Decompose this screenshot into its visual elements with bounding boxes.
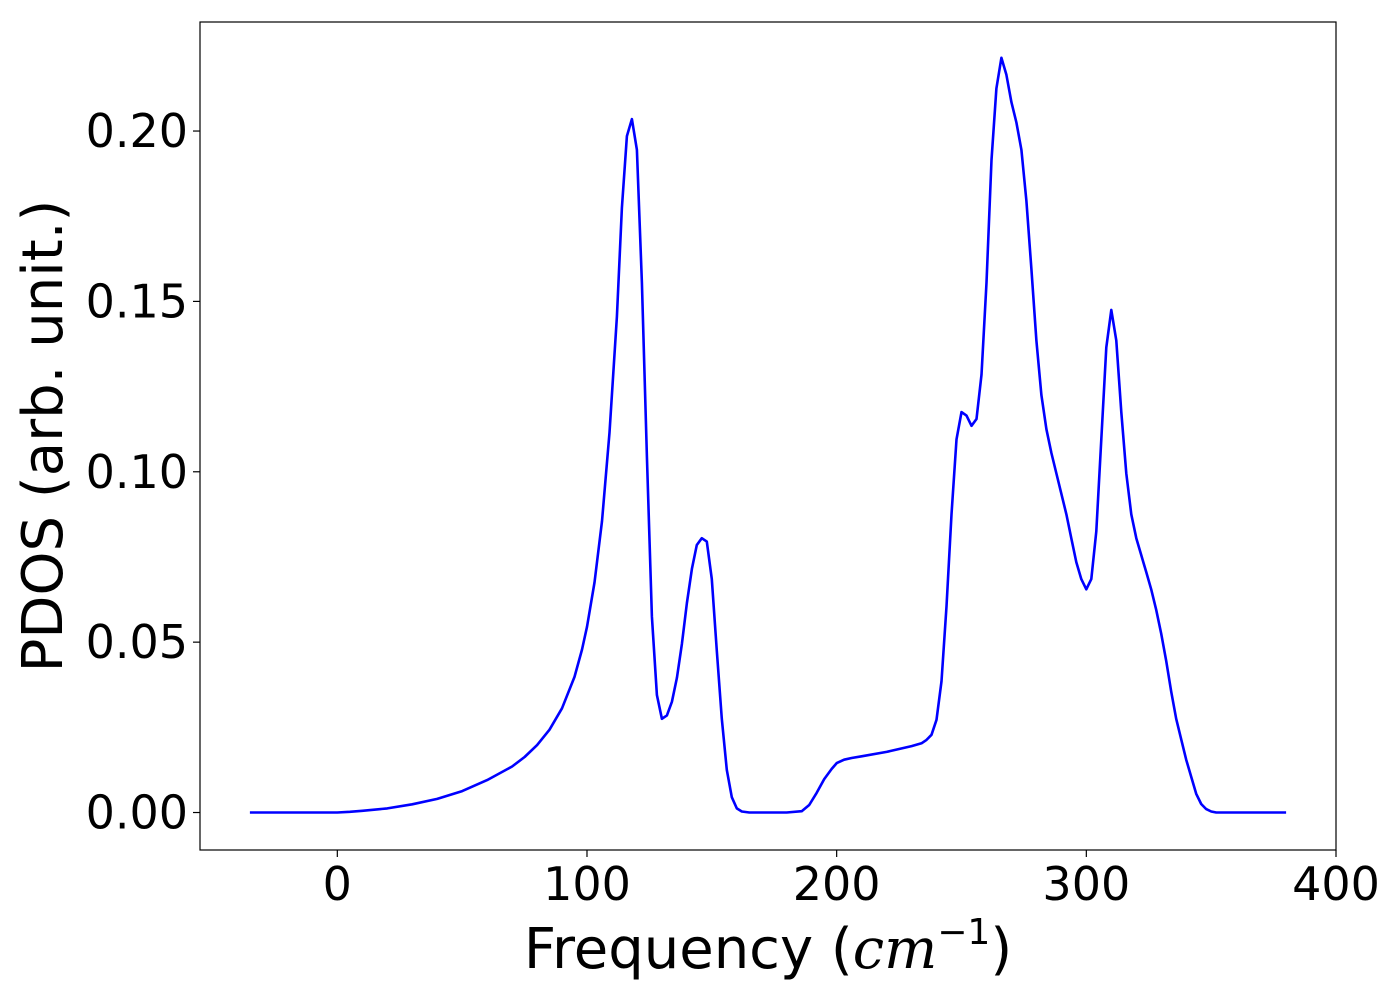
x-tick-label: 100 bbox=[543, 857, 631, 911]
y-tick-label: 0.20 bbox=[86, 104, 188, 158]
x-axis-label-prefix: Frequency ( bbox=[524, 917, 853, 982]
pdos-series-line-0 bbox=[249, 56, 1287, 814]
y-tick-label: 0.05 bbox=[86, 615, 188, 669]
x-axis-label-unit: cm bbox=[853, 917, 937, 982]
y-tick-label: 0.00 bbox=[86, 786, 188, 840]
plot-area bbox=[249, 56, 1287, 814]
y-axis-ticks: 0.00 0.05 0.10 0.15 0.20 bbox=[86, 104, 200, 840]
x-tick-label: 400 bbox=[1292, 857, 1380, 911]
x-axis-label-exponent: −1 bbox=[937, 912, 990, 953]
x-axis-label-suffix: ) bbox=[990, 917, 1012, 982]
x-tick-label: 200 bbox=[793, 857, 881, 911]
y-tick-label: 0.10 bbox=[86, 445, 188, 499]
y-axis-label: PDOS (arb. unit.) bbox=[11, 200, 76, 673]
y-tick-label: 0.15 bbox=[86, 274, 188, 328]
x-axis-label: Frequency (cm−1) bbox=[524, 912, 1012, 982]
plot-frame bbox=[199, 21, 1337, 851]
x-axis-ticks: 0 100 200 300 400 bbox=[323, 850, 1380, 911]
x-tick-label: 0 bbox=[323, 857, 352, 911]
x-tick-label: 300 bbox=[1042, 857, 1130, 911]
